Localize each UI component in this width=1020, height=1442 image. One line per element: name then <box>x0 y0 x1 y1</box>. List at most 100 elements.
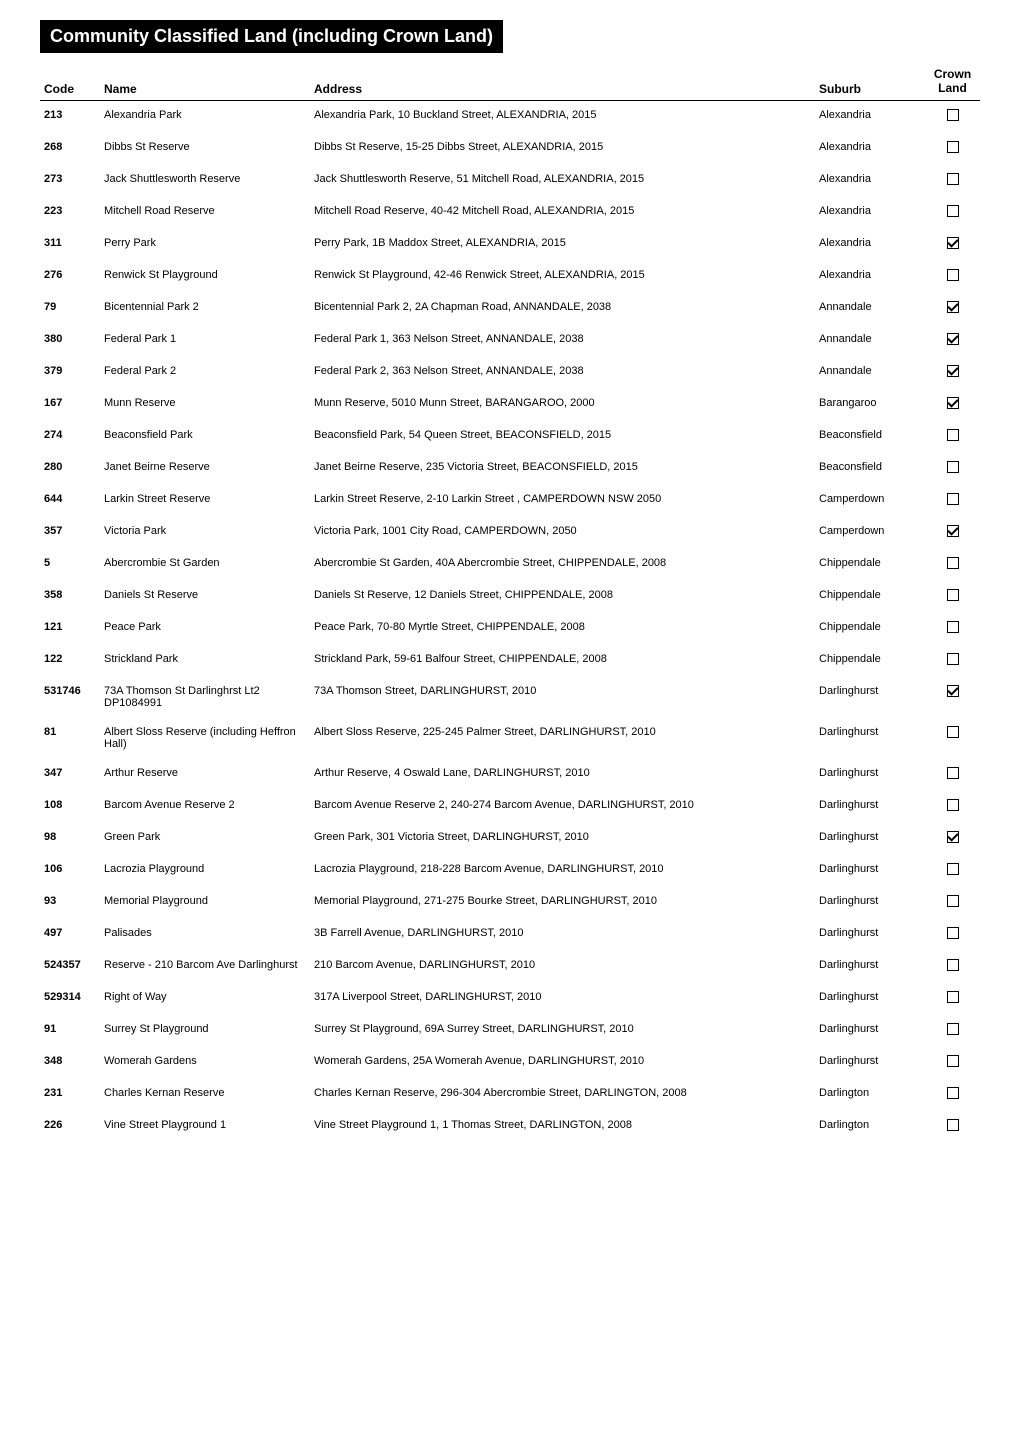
cell-crown <box>925 356 980 388</box>
cell-suburb: Alexandria <box>815 164 925 196</box>
cell-address: Arthur Reserve, 4 Oswald Lane, DARLINGHU… <box>310 758 815 790</box>
cell-suburb: Darlinghurst <box>815 1014 925 1046</box>
cell-suburb: Beaconsfield <box>815 452 925 484</box>
cell-name: Memorial Playground <box>100 886 310 918</box>
cell-name: Bicentennial Park 2 <box>100 292 310 324</box>
cell-name: Larkin Street Reserve <box>100 484 310 516</box>
table-row: 122Strickland ParkStrickland Park, 59-61… <box>40 644 980 676</box>
cell-name: Arthur Reserve <box>100 758 310 790</box>
cell-name: Right of Way <box>100 982 310 1014</box>
cell-crown <box>925 1078 980 1110</box>
cell-code: 311 <box>40 228 100 260</box>
crown-checkbox-icon <box>947 461 959 473</box>
cell-crown <box>925 1046 980 1078</box>
cell-code: 98 <box>40 822 100 854</box>
cell-code: 93 <box>40 886 100 918</box>
cell-address: Beaconsfield Park, 54 Queen Street, BEAC… <box>310 420 815 452</box>
cell-suburb: Annandale <box>815 356 925 388</box>
table-row: 81Albert Sloss Reserve (including Heffro… <box>40 717 980 758</box>
table-row: 167Munn ReserveMunn Reserve, 5010 Munn S… <box>40 388 980 420</box>
cell-crown <box>925 918 980 950</box>
cell-crown <box>925 388 980 420</box>
cell-code: 524357 <box>40 950 100 982</box>
cell-code: 380 <box>40 324 100 356</box>
crown-checkbox-icon <box>947 621 959 633</box>
crown-checkbox-icon <box>947 557 959 569</box>
cell-name: Federal Park 1 <box>100 324 310 356</box>
crown-checkbox-icon <box>947 726 959 738</box>
header-suburb: Suburb <box>815 61 925 100</box>
crown-checkbox-icon <box>947 109 959 121</box>
crown-checkbox-icon <box>947 365 959 377</box>
cell-suburb: Alexandria <box>815 196 925 228</box>
cell-crown <box>925 1110 980 1142</box>
header-address: Address <box>310 61 815 100</box>
cell-name: Reserve - 210 Barcom Ave Darlinghurst <box>100 950 310 982</box>
cell-address: Albert Sloss Reserve, 225-245 Palmer Str… <box>310 717 815 758</box>
cell-suburb: Chippendale <box>815 580 925 612</box>
table-row: 98Green ParkGreen Park, 301 Victoria Str… <box>40 822 980 854</box>
cell-suburb: Annandale <box>815 324 925 356</box>
table-row: 5Abercrombie St GardenAbercrombie St Gar… <box>40 548 980 580</box>
table-row: 274Beaconsfield ParkBeaconsfield Park, 5… <box>40 420 980 452</box>
cell-address: Charles Kernan Reserve, 296-304 Abercrom… <box>310 1078 815 1110</box>
cell-name: Renwick St Playground <box>100 260 310 292</box>
cell-suburb: Darlinghurst <box>815 918 925 950</box>
cell-suburb: Alexandria <box>815 132 925 164</box>
table-row: 644Larkin Street ReserveLarkin Street Re… <box>40 484 980 516</box>
table-row: 524357Reserve - 210 Barcom Ave Darlinghu… <box>40 950 980 982</box>
cell-address: Daniels St Reserve, 12 Daniels Street, C… <box>310 580 815 612</box>
cell-name: Vine Street Playground 1 <box>100 1110 310 1142</box>
cell-crown <box>925 228 980 260</box>
cell-crown <box>925 132 980 164</box>
cell-name: Albert Sloss Reserve (including Heffron … <box>100 717 310 758</box>
cell-address: Bicentennial Park 2, 2A Chapman Road, AN… <box>310 292 815 324</box>
cell-crown <box>925 580 980 612</box>
cell-code: 497 <box>40 918 100 950</box>
table-row: 497Palisades3B Farrell Avenue, DARLINGHU… <box>40 918 980 950</box>
cell-address: Victoria Park, 1001 City Road, CAMPERDOW… <box>310 516 815 548</box>
crown-checkbox-icon <box>947 237 959 249</box>
cell-code: 5 <box>40 548 100 580</box>
table-row: 223Mitchell Road ReserveMitchell Road Re… <box>40 196 980 228</box>
cell-address: 3B Farrell Avenue, DARLINGHURST, 2010 <box>310 918 815 950</box>
table-row: 348Womerah GardensWomerah Gardens, 25A W… <box>40 1046 980 1078</box>
crown-checkbox-icon <box>947 1055 959 1067</box>
cell-address: Womerah Gardens, 25A Womerah Avenue, DAR… <box>310 1046 815 1078</box>
cell-suburb: Darlinghurst <box>815 758 925 790</box>
cell-crown <box>925 548 980 580</box>
cell-suburb: Chippendale <box>815 548 925 580</box>
header-code: Code <box>40 61 100 100</box>
cell-code: 108 <box>40 790 100 822</box>
cell-name: Green Park <box>100 822 310 854</box>
cell-name: 73A Thomson St Darlinghrst Lt2 DP1084991 <box>100 676 310 717</box>
cell-crown <box>925 676 980 717</box>
cell-suburb: Darlinghurst <box>815 982 925 1014</box>
cell-name: Daniels St Reserve <box>100 580 310 612</box>
cell-code: 531746 <box>40 676 100 717</box>
cell-code: 276 <box>40 260 100 292</box>
cell-address: Jack Shuttlesworth Reserve, 51 Mitchell … <box>310 164 815 196</box>
table-row: 231Charles Kernan ReserveCharles Kernan … <box>40 1078 980 1110</box>
cell-address: Larkin Street Reserve, 2-10 Larkin Stree… <box>310 484 815 516</box>
cell-address: Vine Street Playground 1, 1 Thomas Stree… <box>310 1110 815 1142</box>
cell-code: 357 <box>40 516 100 548</box>
cell-name: Surrey St Playground <box>100 1014 310 1046</box>
table-row: 380Federal Park 1Federal Park 1, 363 Nel… <box>40 324 980 356</box>
table-row: 91Surrey St PlaygroundSurrey St Playgrou… <box>40 1014 980 1046</box>
cell-address: Federal Park 1, 363 Nelson Street, ANNAN… <box>310 324 815 356</box>
cell-name: Alexandria Park <box>100 100 310 132</box>
cell-code: 223 <box>40 196 100 228</box>
cell-crown <box>925 452 980 484</box>
crown-checkbox-icon <box>947 429 959 441</box>
cell-suburb: Darlinghurst <box>815 854 925 886</box>
crown-checkbox-icon <box>947 991 959 1003</box>
crown-checkbox-icon <box>947 863 959 875</box>
table-row: 213Alexandria ParkAlexandria Park, 10 Bu… <box>40 100 980 132</box>
cell-code: 106 <box>40 854 100 886</box>
table-row: 121Peace ParkPeace Park, 70-80 Myrtle St… <box>40 612 980 644</box>
cell-name: Peace Park <box>100 612 310 644</box>
cell-crown <box>925 982 980 1014</box>
cell-suburb: Darlinghurst <box>815 790 925 822</box>
crown-checkbox-icon <box>947 927 959 939</box>
